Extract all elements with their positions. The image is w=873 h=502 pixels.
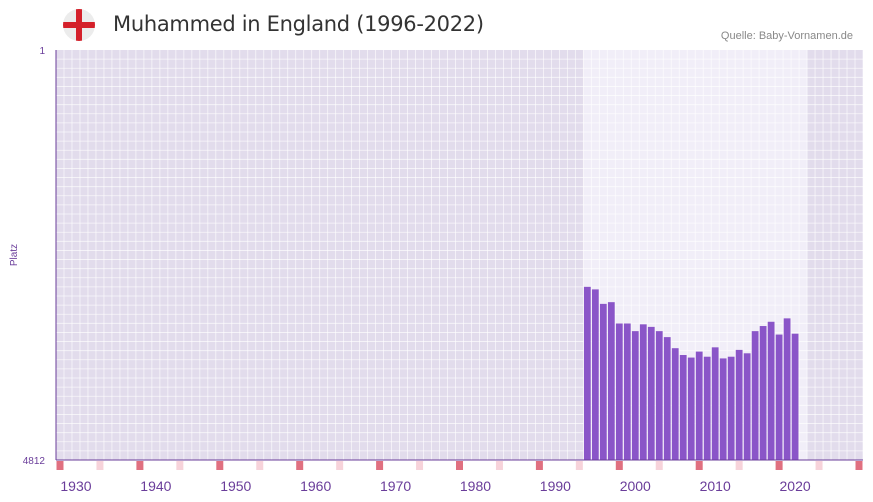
decade-marker (216, 461, 224, 470)
decade-marker (535, 461, 543, 470)
decade-marker (296, 461, 304, 470)
bar-2012 (727, 356, 735, 460)
bar-1997 (607, 302, 615, 460)
mid-decade-marker (176, 461, 184, 470)
bar-2000 (631, 331, 639, 460)
bar-2017 (767, 321, 775, 460)
bar-1995 (591, 289, 599, 460)
bar-2020 (791, 333, 799, 460)
decade-marker (136, 461, 144, 470)
decade-marker (615, 461, 623, 470)
decade-marker (56, 461, 64, 470)
bar-1999 (623, 323, 631, 460)
decade-marker (695, 461, 703, 470)
bar-2007 (687, 357, 695, 460)
bar-2002 (647, 326, 655, 460)
axes (55, 50, 863, 461)
decade-marker (775, 461, 783, 470)
bar-2015 (751, 331, 759, 460)
mid-decade-marker (96, 461, 104, 470)
mid-decade-marker (655, 461, 663, 470)
chart-title: Muhammed in England (1996-2022) (113, 12, 484, 36)
mid-decade-marker (495, 461, 503, 470)
gridlines (55, 50, 864, 460)
mid-decade-marker (256, 461, 264, 470)
year-markers (56, 461, 863, 470)
mid-decade-marker (575, 461, 583, 470)
decade-marker (855, 461, 863, 470)
x-tick-label: 1940 (140, 478, 171, 494)
bar-2008 (695, 351, 703, 460)
x-tick-label: 2010 (700, 478, 731, 494)
bar-2016 (759, 326, 767, 460)
bar-2001 (639, 324, 647, 460)
england-flag-icon (63, 9, 95, 41)
bar-1994 (583, 286, 591, 460)
chart-header: Muhammed in England (1996-2022) Quelle: … (0, 0, 873, 48)
bar-1998 (615, 323, 623, 460)
bar-1996 (599, 303, 607, 460)
x-tick-label: 1950 (220, 478, 251, 494)
x-tick-label: 1990 (540, 478, 571, 494)
bar-2003 (655, 331, 663, 460)
decade-marker (376, 461, 384, 470)
mid-decade-marker (416, 461, 424, 470)
source-credit: Quelle: Baby-Vornamen.de (720, 30, 853, 42)
bar-2019 (783, 318, 791, 460)
x-tick-label: 2020 (780, 478, 811, 494)
decade-marker (456, 461, 463, 470)
y-tick-label-bottom: 4812 (23, 456, 46, 467)
x-tick-label: 1960 (300, 478, 331, 494)
mid-decade-marker (735, 461, 743, 470)
x-tick-labels: 1930 1940 1950 1960 1970 1980 1990 2000 2010 2020 (60, 478, 810, 494)
bar-series (583, 286, 799, 460)
bar-2004 (663, 337, 671, 460)
y-axis-label: Platz (9, 244, 20, 266)
bar-2010 (711, 347, 719, 460)
y-tick-label-top: 1 (39, 46, 45, 57)
mid-decade-marker (336, 461, 344, 470)
bar-2013 (735, 349, 743, 460)
x-tick-label: 1970 (380, 478, 411, 494)
bar-2009 (703, 356, 711, 460)
x-tick-label: 1980 (460, 478, 491, 494)
bar-2018 (775, 334, 783, 460)
bar-2005 (671, 348, 679, 460)
bar-2014 (743, 353, 751, 460)
x-tick-label: 2000 (620, 478, 651, 494)
bar-2011 (719, 358, 727, 460)
x-tick-label: 1930 (60, 478, 91, 494)
bar-2006 (679, 355, 687, 460)
mid-decade-marker (815, 461, 823, 470)
